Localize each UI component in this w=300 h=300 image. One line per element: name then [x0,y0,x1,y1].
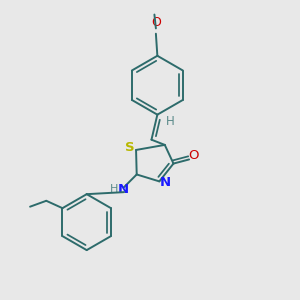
Text: S: S [125,140,135,154]
Text: H: H [110,184,118,194]
Text: O: O [188,149,199,162]
Text: N: N [118,183,129,196]
Text: H: H [166,115,175,128]
Text: N: N [160,176,171,189]
Text: O: O [151,16,161,29]
